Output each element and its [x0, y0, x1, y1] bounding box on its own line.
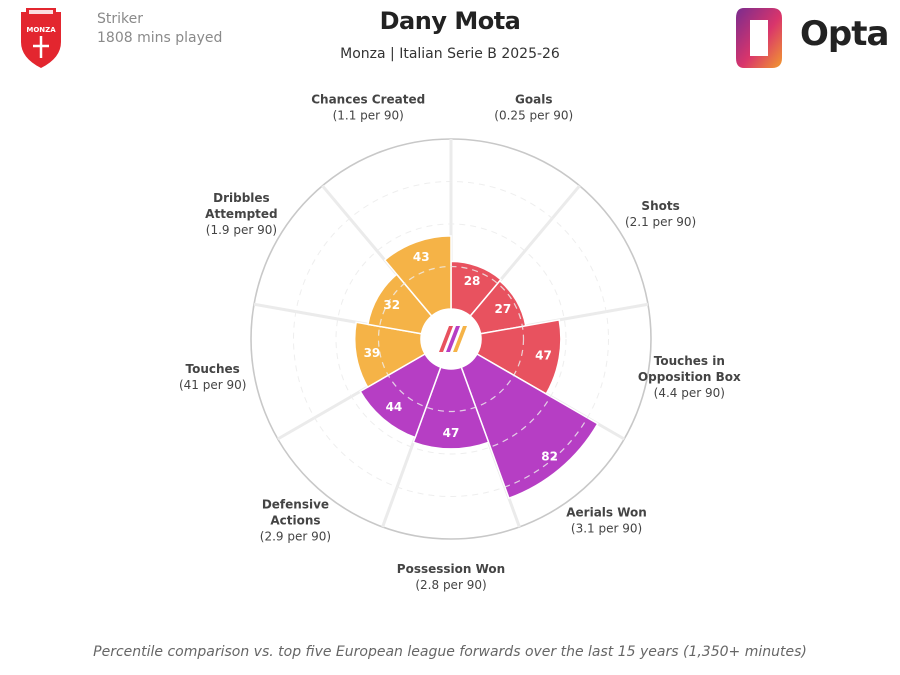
opta-logo	[736, 8, 782, 68]
player-info: Striker 1808 mins played	[97, 10, 222, 48]
player-position: Striker	[97, 11, 143, 27]
value-label-1: 27	[495, 302, 512, 316]
metric-label-4: Possession Won (2.8 per 90)	[397, 562, 505, 592]
metric-label-7: Dribbles Attempted (1.9 per 90)	[205, 191, 277, 237]
value-label-7: 32	[383, 298, 400, 312]
metric-label-8: Chances Created (1.1 per 90)	[311, 93, 425, 123]
ring-25	[377, 265, 525, 413]
ring-75	[292, 180, 610, 498]
metric-label-1: Shots (2.1 per 90)	[625, 199, 696, 229]
metric-label-3: Aerials Won (3.1 per 90)	[566, 505, 647, 535]
value-label-2: 47	[535, 348, 552, 362]
value-label-3: 82	[541, 450, 558, 464]
metric-label-5: Defensive Actions (2.9 per 90)	[260, 497, 331, 543]
value-label-4: 47	[443, 426, 460, 440]
value-label-6: 39	[364, 346, 381, 360]
value-label-0: 28	[464, 274, 481, 288]
grid-ring-25	[378, 266, 524, 412]
value-label-5: 44	[386, 400, 403, 414]
ring-50	[335, 223, 567, 455]
metric-label-0: Goals (0.25 per 90)	[494, 93, 573, 123]
hub-logo-icon	[439, 326, 467, 352]
footnote: Percentile comparison vs. top five Europ…	[93, 644, 807, 660]
badge-text: MONZA	[26, 26, 56, 34]
grid-ring-75	[293, 181, 609, 497]
value-label-8: 43	[413, 250, 430, 264]
player-minutes: 1808 mins played	[97, 30, 223, 46]
page-subtitle: Monza | Italian Serie B 2025-26	[340, 46, 560, 62]
grid-ring-50	[335, 223, 567, 455]
page-title: Dany Mota	[379, 7, 521, 35]
metric-label-6: Touches (41 per 90)	[179, 362, 246, 392]
club-badge: MONZA	[21, 8, 61, 68]
metric-label-2: Touches in Opposition Box (4.4 per 90)	[638, 354, 741, 400]
opta-wordmark: Opta	[800, 14, 889, 54]
